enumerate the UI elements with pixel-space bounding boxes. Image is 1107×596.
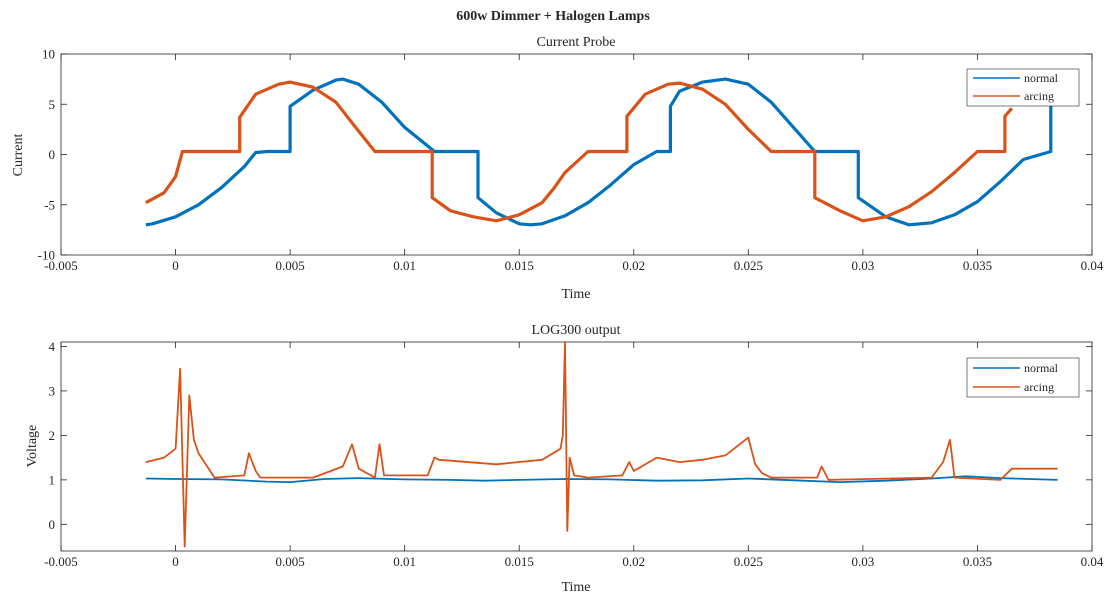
series-line-normal: [145, 77, 1053, 227]
x-tick-label: 0.005: [275, 258, 304, 273]
plot-content: [145, 77, 1053, 227]
y-tick-label: 1: [49, 472, 56, 487]
y-tick-label: 0: [49, 517, 56, 532]
x-tick-label: 0.025: [734, 258, 763, 273]
figure-title: 600w Dimmer + Halogen Lamps: [456, 9, 650, 24]
x-tick-label: 0.04: [1081, 554, 1104, 569]
y-axis-label: Current: [11, 134, 26, 177]
x-tick-label: -0.005: [44, 554, 78, 569]
plot-content: [145, 341, 1058, 548]
x-tick-label: 0.02: [622, 258, 645, 273]
x-axis-label: Time: [561, 287, 590, 302]
x-tick-label: 0.03: [852, 554, 875, 569]
series-line-arcing: [145, 80, 1014, 223]
legend-box: [966, 68, 1080, 107]
x-axis-label: Time: [561, 580, 590, 595]
x-tick-label: 0.01: [393, 554, 416, 569]
axes-title: LOG300 output: [531, 323, 620, 338]
x-tick-label: 0.03: [852, 258, 875, 273]
x-ticks: -0.005 0 0.005 0.01 0.015 0.02 0.025 0.03 0.035 0…: [44, 54, 1104, 273]
y-tick-label: 3: [49, 383, 56, 398]
legend: normal arcing: [966, 357, 1080, 398]
x-tick-label: 0.005: [275, 554, 304, 569]
x-tick-label: 0: [172, 258, 179, 273]
series-line-arcing: [145, 341, 1058, 548]
legend-box: [966, 357, 1080, 398]
y-axis-label: Voltage: [25, 425, 40, 468]
y-ticks: -10 -5 0 5 10: [38, 47, 1092, 263]
x-tick-label: 0.02: [622, 554, 645, 569]
y-ticks: 0 1 2 3 4: [49, 339, 1092, 532]
y-tick-label: 10: [42, 47, 55, 62]
y-tick-label: 4: [49, 339, 56, 354]
x-ticks: -0.005 0 0.005 0.01 0.015 0.02 0.025 0.03 0.035 0…: [44, 342, 1104, 569]
x-tick-label: -0.005: [44, 258, 78, 273]
y-tick-label: 5: [49, 97, 56, 112]
x-tick-label: 0.035: [963, 258, 992, 273]
legend: normal arcing: [966, 68, 1080, 107]
y-tick-label: 2: [49, 428, 56, 443]
x-tick-label: 0: [172, 554, 179, 569]
x-tick-label: 0.01: [393, 258, 416, 273]
y-tick-label: -10: [38, 248, 55, 263]
plot-area: [60, 53, 1093, 256]
plot-area: [60, 341, 1093, 552]
x-tick-label: 0.015: [505, 554, 534, 569]
axes-title: Current Probe: [537, 35, 616, 50]
legend-label-arcing: arcing: [1024, 89, 1054, 103]
series-line-normal: [145, 475, 1058, 484]
x-tick-label: 0.04: [1081, 258, 1104, 273]
y-tick-label: 0: [49, 147, 56, 162]
x-tick-label: 0.035: [963, 554, 992, 569]
legend-label-normal: normal: [1024, 361, 1059, 375]
x-tick-label: 0.015: [505, 258, 534, 273]
y-tick-label: -5: [44, 197, 55, 212]
x-tick-label: 0.025: [734, 554, 763, 569]
axes-log300-output: LOG300 output Time Voltage -0.005 0 0.005 0…: [25, 323, 1104, 595]
legend-label-normal: normal: [1024, 71, 1059, 85]
axes-current-probe: Current Probe Time Current -0.005 0 0.005 0…: [11, 35, 1104, 302]
legend-label-arcing: arcing: [1024, 380, 1054, 394]
